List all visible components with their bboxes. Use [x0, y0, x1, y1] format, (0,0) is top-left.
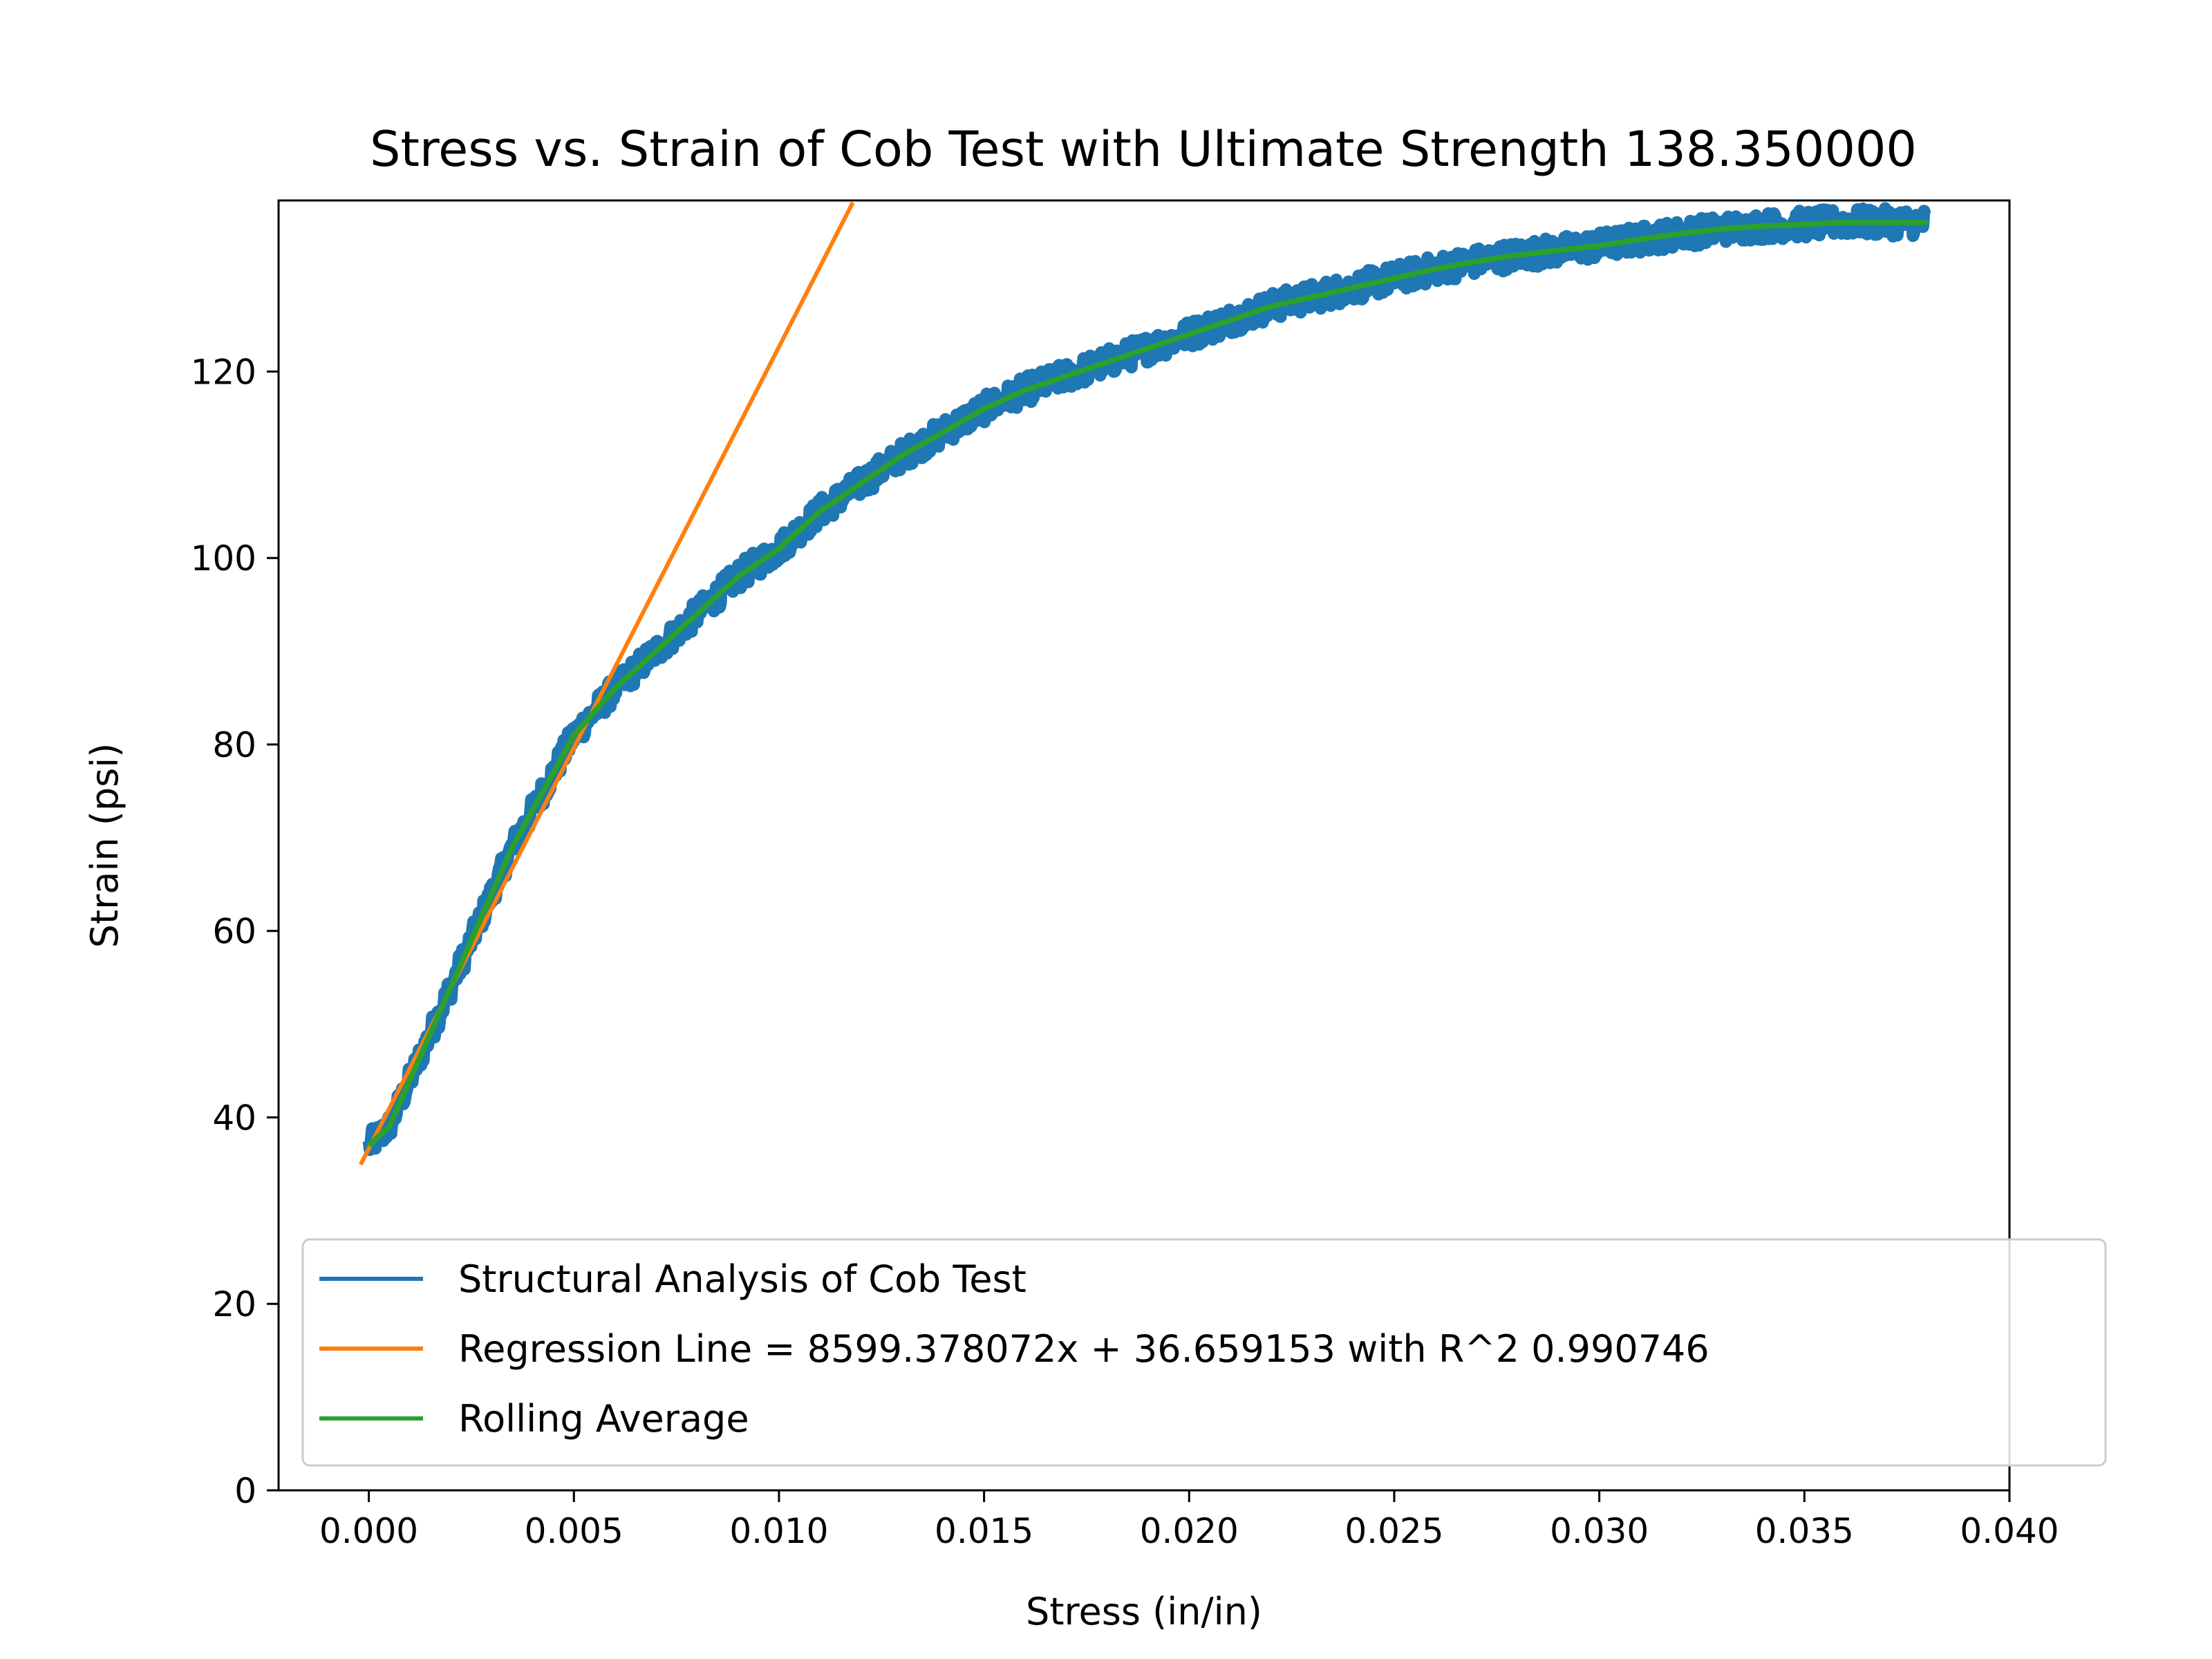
y-tick-label: 100 — [191, 538, 256, 579]
y-tick-label: 60 — [212, 912, 256, 952]
x-tick-label: 0.025 — [1344, 1511, 1443, 1551]
y-tick-label: 80 — [212, 725, 256, 765]
y-tick-label: 40 — [212, 1098, 256, 1138]
x-tick-label: 0.020 — [1140, 1511, 1239, 1551]
x-axis-label: Stress (in/in) — [1026, 1590, 1262, 1633]
x-tick-label: 0.015 — [935, 1511, 1033, 1551]
chart-title: Stress vs. Strain of Cob Test with Ultim… — [370, 121, 1917, 178]
y-axis: 0 20 40 60 80 100 120 — [191, 352, 279, 1511]
legend-label-series-2: Regression Line = 8599.378072x + 36.6591… — [458, 1327, 1709, 1371]
y-axis-label: Strain (psi) — [83, 743, 126, 948]
x-tick-label: 0.035 — [1755, 1511, 1854, 1551]
x-tick-label: 0.005 — [525, 1511, 624, 1551]
legend-box — [301, 1238, 2107, 1467]
legend: Structural Analysis of Cob Test Regressi… — [301, 1238, 2107, 1467]
x-tick-label: 0.040 — [1960, 1511, 2059, 1551]
series-layer — [359, 201, 1933, 1166]
legend-label-series-1: Structural Analysis of Cob Test — [458, 1257, 1027, 1301]
x-tick-label: 0.010 — [729, 1511, 828, 1551]
x-tick-label: 0.000 — [319, 1511, 418, 1551]
y-tick-label: 0 — [234, 1471, 256, 1511]
x-tick-label: 0.030 — [1550, 1511, 1649, 1551]
x-axis: 0.000 0.005 0.010 0.015 0.020 0.025 0.030 0.035… — [319, 1490, 2059, 1551]
plot-frame — [277, 199, 2011, 1492]
legend-label-series-3: Rolling Average — [458, 1397, 749, 1441]
y-tick-label: 20 — [212, 1284, 256, 1324]
y-tick-label: 120 — [191, 352, 256, 392]
series-rolling-average-line — [366, 219, 1928, 1147]
